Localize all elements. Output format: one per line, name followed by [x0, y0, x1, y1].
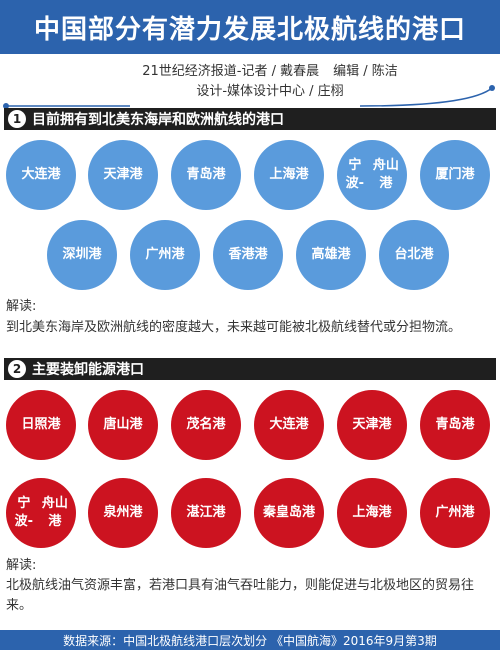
section-1-note-label: 解读:	[6, 299, 37, 314]
section-2-number: 2	[8, 360, 26, 378]
section2-port-8: 湛江港	[171, 478, 241, 548]
section-1-note-text: 到北美东海岸及欧洲航线的密度越大，未来越可能被北极航线替代或分担物流。	[6, 320, 462, 335]
section1-port-2: 青岛港	[171, 140, 241, 210]
section1-port-9: 高雄港	[296, 220, 366, 290]
section-2-title: 主要装卸能源港口	[32, 362, 144, 378]
section2-port-0: 日照港	[6, 390, 76, 460]
section1-port-5: 厦门港	[420, 140, 490, 210]
section1-port-10: 台北港	[379, 220, 449, 290]
page-title: 中国部分有潜力发展北极航线的港口	[0, 0, 500, 54]
section1-port-6: 深圳港	[47, 220, 117, 290]
section-1-number: 1	[8, 110, 26, 128]
section1-port-3: 上海港	[254, 140, 324, 210]
footer-source-text: 数据来源：中国北极航线港口层次划分 《中国航海》2016年9月第3期	[63, 633, 437, 648]
section2-port-10: 上海港	[337, 478, 407, 548]
credits-line-1: 21世纪经济报道-记者 / 戴春晨 编辑 / 陈洁	[60, 62, 480, 82]
section-2-header: 2 主要装卸能源港口	[4, 358, 496, 380]
credits-editor: 编辑 / 陈洁	[333, 64, 398, 79]
section2-port-3: 大连港	[254, 390, 324, 460]
section1-port-0: 大连港	[6, 140, 76, 210]
decorative-arc	[3, 85, 495, 109]
section-1-header: 1 目前拥有到北美东海岸和欧洲航线的港口	[4, 108, 496, 130]
section1-port-1: 天津港	[88, 140, 158, 210]
page-title-text: 中国部分有潜力发展北极航线的港口	[33, 14, 466, 45]
section1-port-8: 香港港	[213, 220, 283, 290]
section-2-note-label: 解读:	[6, 558, 37, 573]
credits-designer: 设计-媒体设计中心 / 庄栩	[196, 84, 344, 99]
section2-port-1: 唐山港	[88, 390, 158, 460]
section-1-title: 目前拥有到北美东海岸和欧洲航线的港口	[32, 112, 284, 128]
section2-port-7: 泉州港	[88, 478, 158, 548]
section2-port-6: 宁波- 舟山港	[6, 478, 76, 548]
section2-port-4: 天津港	[337, 390, 407, 460]
footer-source: 数据来源：中国北极航线港口层次划分 《中国航海》2016年9月第3期	[0, 630, 500, 650]
section2-port-2: 茂名港	[171, 390, 241, 460]
section2-port-5: 青岛港	[420, 390, 490, 460]
section1-port-7: 广州港	[130, 220, 200, 290]
section1-port-4: 宁波- 舟山港	[337, 140, 407, 210]
section2-port-9: 秦皇岛港	[254, 478, 324, 548]
credits-reporter: 21世纪经济报道-记者 / 戴春晨	[142, 64, 320, 79]
section-2-note-text: 北极航线油气资源丰富，若港口具有油气吞吐能力，则能促进与北极地区的贸易往来。	[6, 578, 475, 613]
credits: 21世纪经济报道-记者 / 戴春晨 编辑 / 陈洁 设计-媒体设计中心 / 庄栩	[60, 62, 480, 102]
section2-port-11: 广州港	[420, 478, 490, 548]
